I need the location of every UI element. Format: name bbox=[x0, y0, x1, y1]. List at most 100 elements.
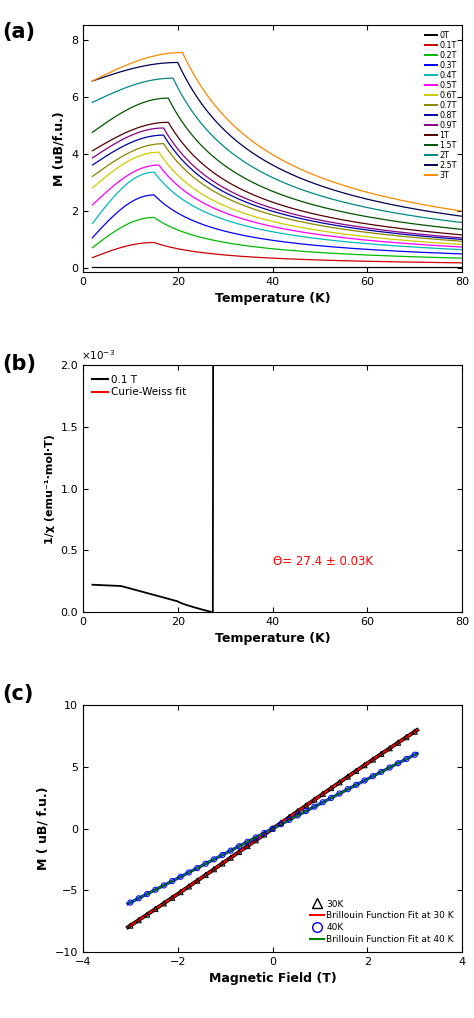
2T bbox=[445, 215, 451, 227]
0.6T bbox=[445, 237, 451, 249]
Point bbox=[310, 791, 318, 807]
1.5T bbox=[445, 222, 451, 234]
Legend: 30K, Brillouin Function Fit at 30 K, 40K, Brillouin Function Fit at 40 K: 30K, Brillouin Function Fit at 30 K, 40K… bbox=[307, 896, 457, 948]
1.5T bbox=[176, 111, 182, 123]
2.5T bbox=[175, 56, 181, 68]
3T bbox=[177, 47, 183, 59]
Point bbox=[168, 890, 176, 906]
2.5T bbox=[459, 210, 465, 222]
0.5T bbox=[188, 189, 194, 202]
0.8T bbox=[177, 152, 183, 164]
Point bbox=[135, 912, 143, 928]
Legend: 0T, 0.1T, 0.2T, 0.3T, 0.4T, 0.5T, 0.6T, 0.7T, 0.8T, 0.9T, 1T, 1.5T, 2T, 2.5T, 3T: 0T, 0.1T, 0.2T, 0.3T, 0.4T, 0.5T, 0.6T, … bbox=[424, 30, 458, 181]
2.5T bbox=[90, 75, 95, 88]
Y-axis label: 1/χ (emu⁻¹·mol·T): 1/χ (emu⁻¹·mol·T) bbox=[45, 434, 55, 544]
2T bbox=[344, 196, 349, 209]
Point bbox=[285, 809, 293, 826]
Point bbox=[402, 751, 410, 768]
Line: 0.9T: 0.9T bbox=[92, 128, 462, 238]
Line: 1.5T: 1.5T bbox=[92, 98, 462, 229]
Point bbox=[177, 884, 184, 900]
0.3T bbox=[344, 242, 349, 254]
0.8T bbox=[445, 232, 451, 244]
3T bbox=[176, 47, 182, 59]
Point bbox=[252, 832, 260, 848]
Point bbox=[302, 797, 310, 813]
Point bbox=[336, 786, 343, 802]
Line: 0.4T: 0.4T bbox=[92, 172, 462, 249]
Point bbox=[193, 860, 201, 876]
Text: (c): (c) bbox=[2, 684, 34, 704]
Line: 0.6T: 0.6T bbox=[92, 153, 462, 244]
Point bbox=[361, 757, 368, 774]
Line: 0.2T: 0.2T bbox=[92, 218, 462, 259]
Text: Θ= 27.4 ± 0.03K: Θ= 27.4 ± 0.03K bbox=[273, 555, 373, 568]
0.8T bbox=[90, 159, 95, 171]
Point bbox=[185, 864, 193, 881]
Point bbox=[210, 851, 218, 867]
Point bbox=[394, 755, 402, 772]
Line: 0.1T: 0.1T bbox=[92, 242, 462, 263]
Point bbox=[244, 838, 251, 854]
Point bbox=[277, 816, 285, 833]
0T bbox=[177, 262, 183, 274]
0.2T bbox=[90, 241, 95, 253]
0T bbox=[459, 262, 465, 274]
Point bbox=[369, 751, 377, 768]
0.4T bbox=[176, 191, 182, 204]
Point bbox=[127, 917, 134, 934]
1T bbox=[198, 157, 204, 169]
0.3T bbox=[198, 218, 204, 230]
0.9T bbox=[188, 158, 194, 170]
Line: 3T: 3T bbox=[92, 53, 462, 211]
1T bbox=[177, 134, 183, 147]
0T bbox=[188, 262, 194, 274]
0.5T bbox=[176, 180, 182, 192]
Point bbox=[202, 855, 210, 871]
0.4T bbox=[188, 199, 194, 211]
0.9T bbox=[90, 152, 95, 164]
Point bbox=[285, 811, 293, 828]
1T bbox=[165, 116, 171, 128]
0.3T bbox=[176, 208, 182, 220]
0.2T bbox=[459, 252, 465, 265]
Text: (b): (b) bbox=[2, 354, 36, 375]
2T bbox=[188, 104, 194, 116]
Point bbox=[386, 759, 393, 776]
2.5T bbox=[445, 208, 451, 220]
Point bbox=[193, 872, 201, 889]
0.2T bbox=[177, 225, 183, 237]
0.4T bbox=[344, 236, 349, 248]
3T bbox=[188, 64, 194, 76]
0.5T bbox=[459, 241, 465, 253]
3T bbox=[445, 203, 451, 215]
Point bbox=[227, 850, 235, 866]
2T bbox=[198, 117, 204, 129]
0.7T bbox=[198, 177, 204, 189]
Point bbox=[269, 821, 276, 837]
Point bbox=[344, 769, 352, 785]
0.4T bbox=[198, 204, 204, 216]
0.3T bbox=[151, 188, 157, 201]
Point bbox=[160, 878, 168, 894]
0.8T bbox=[459, 233, 465, 245]
1T bbox=[90, 145, 95, 157]
0.2T bbox=[176, 224, 182, 236]
Point bbox=[394, 735, 402, 751]
Point bbox=[152, 882, 159, 898]
Point bbox=[352, 777, 360, 793]
0.1T bbox=[188, 245, 194, 258]
0.9T bbox=[176, 145, 182, 157]
0.5T bbox=[90, 199, 95, 211]
0.6T bbox=[188, 180, 194, 192]
Point bbox=[319, 794, 327, 810]
0.5T bbox=[156, 159, 162, 171]
Line: 0.3T: 0.3T bbox=[92, 194, 462, 253]
Y-axis label: M (uB/f.u.): M (uB/f.u.) bbox=[53, 111, 65, 186]
2.5T bbox=[176, 59, 182, 71]
X-axis label: Temperature (K): Temperature (K) bbox=[215, 632, 330, 645]
0.5T bbox=[198, 195, 204, 208]
0T bbox=[176, 262, 182, 274]
Point bbox=[219, 855, 226, 871]
Point bbox=[185, 879, 193, 895]
